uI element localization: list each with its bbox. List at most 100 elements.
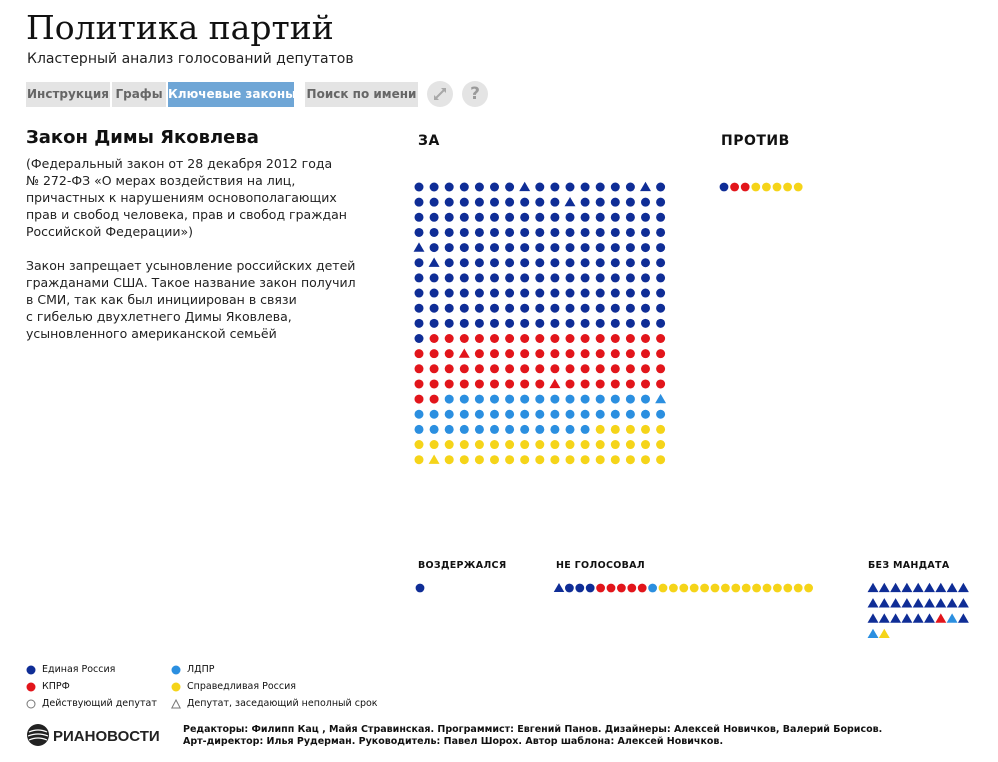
deputy-mark-ldpr[interactable]: [444, 409, 454, 419]
deputy-mark-kprf[interactable]: [656, 334, 666, 343]
deputy-mark-kprf[interactable]: [641, 334, 650, 343]
deputy-mark-kprf[interactable]: [505, 379, 515, 389]
deputy-mark-er[interactable]: [641, 318, 650, 328]
deputy-mark-kprf[interactable]: [637, 583, 647, 593]
deputy-mark-kprf[interactable]: [444, 334, 454, 343]
deputy-mark-er[interactable]: [610, 303, 620, 313]
deputy-mark-ldpr-partial[interactable]: [655, 393, 667, 404]
deputy-mark-er[interactable]: [535, 273, 545, 283]
deputy-mark-ldpr[interactable]: [580, 394, 590, 404]
deputy-mark-sr[interactable]: [595, 440, 605, 450]
deputy-mark-er-partial[interactable]: [890, 582, 902, 593]
deputy-mark-er[interactable]: [505, 303, 515, 313]
tab-instruction[interactable]: Инструкция: [26, 82, 110, 107]
deputy-mark-er[interactable]: [656, 243, 666, 253]
deputy-mark-sr[interactable]: [505, 440, 515, 450]
deputy-mark-sr[interactable]: [595, 424, 605, 434]
deputy-mark-sr[interactable]: [656, 455, 666, 465]
deputy-mark-er[interactable]: [414, 258, 424, 268]
deputy-mark-kprf[interactable]: [627, 583, 637, 593]
deputy-mark-er[interactable]: [610, 182, 620, 192]
deputy-mark-er[interactable]: [625, 197, 635, 207]
deputy-mark-sr[interactable]: [641, 455, 650, 465]
deputy-mark-ldpr[interactable]: [641, 394, 650, 404]
deputy-mark-ldpr[interactable]: [625, 394, 635, 404]
deputy-mark-sr[interactable]: [444, 455, 454, 465]
deputy-mark-kprf[interactable]: [565, 379, 575, 389]
deputy-mark-er[interactable]: [429, 227, 439, 237]
deputy-mark-er[interactable]: [625, 273, 635, 283]
deputy-mark-er[interactable]: [550, 318, 560, 328]
deputy-mark-er[interactable]: [656, 303, 666, 313]
deputy-mark-er-partial[interactable]: [935, 598, 947, 608]
deputy-mark-sr[interactable]: [610, 440, 620, 450]
deputy-mark-ldpr[interactable]: [648, 583, 657, 593]
deputy-mark-er[interactable]: [459, 212, 469, 222]
deputy-mark-ldpr[interactable]: [580, 424, 590, 434]
deputy-mark-er[interactable]: [414, 182, 424, 192]
deputy-mark-kprf[interactable]: [459, 379, 469, 389]
deputy-mark-er-partial[interactable]: [901, 598, 913, 608]
deputy-mark-er[interactable]: [565, 212, 575, 222]
deputy-mark-ldpr[interactable]: [474, 409, 484, 419]
deputy-mark-er[interactable]: [610, 197, 620, 207]
deputy-mark-er-partial[interactable]: [957, 598, 969, 608]
deputy-mark-kprf[interactable]: [641, 364, 650, 374]
deputy-mark-er[interactable]: [505, 227, 515, 237]
deputy-mark-er[interactable]: [656, 318, 666, 328]
deputy-mark-er[interactable]: [719, 182, 729, 192]
deputy-mark-sr[interactable]: [641, 440, 650, 450]
deputy-mark-ldpr[interactable]: [414, 409, 424, 419]
deputy-mark-kprf[interactable]: [444, 364, 454, 374]
deputy-mark-er[interactable]: [656, 288, 666, 298]
deputy-mark-er[interactable]: [610, 288, 620, 298]
deputy-mark-kprf[interactable]: [580, 349, 590, 359]
deputy-mark-er-partial[interactable]: [413, 242, 425, 252]
deputy-mark-ldpr[interactable]: [444, 394, 454, 404]
deputy-mark-sr[interactable]: [641, 424, 650, 434]
deputy-mark-ldpr[interactable]: [595, 394, 605, 404]
deputy-mark-er[interactable]: [595, 258, 605, 268]
deputy-mark-er-partial[interactable]: [867, 598, 879, 608]
deputy-mark-er[interactable]: [459, 227, 469, 237]
deputy-mark-er-partial[interactable]: [867, 582, 879, 593]
deputy-mark-kprf[interactable]: [580, 379, 590, 389]
deputy-mark-kprf[interactable]: [535, 364, 545, 374]
deputy-mark-sr[interactable]: [773, 583, 782, 593]
deputy-mark-ldpr[interactable]: [474, 394, 484, 404]
deputy-mark-kprf[interactable]: [505, 334, 515, 343]
deputy-mark-er[interactable]: [474, 227, 484, 237]
deputy-mark-er[interactable]: [520, 303, 530, 313]
deputy-mark-er[interactable]: [505, 258, 515, 268]
deputy-mark-er-partial[interactable]: [640, 181, 651, 192]
deputy-mark-er[interactable]: [625, 303, 635, 313]
deputy-mark-sr[interactable]: [580, 440, 590, 450]
deputy-mark-kprf[interactable]: [490, 349, 499, 359]
deputy-mark-er[interactable]: [565, 303, 575, 313]
deputy-mark-er[interactable]: [505, 318, 515, 328]
deputy-mark-er-partial[interactable]: [912, 613, 924, 623]
deputy-mark-kprf[interactable]: [610, 349, 620, 359]
deputy-mark-er[interactable]: [565, 182, 575, 192]
deputy-mark-er-partial[interactable]: [553, 583, 565, 592]
deputy-mark-ldpr[interactable]: [565, 409, 575, 419]
deputy-mark-sr[interactable]: [550, 455, 560, 465]
deputy-mark-er[interactable]: [459, 288, 469, 298]
deputy-mark-kprf[interactable]: [459, 334, 469, 343]
deputy-mark-er[interactable]: [429, 182, 439, 192]
deputy-mark-er[interactable]: [474, 182, 484, 192]
deputy-mark-er[interactable]: [656, 197, 666, 207]
deputy-mark-kprf[interactable]: [730, 182, 739, 192]
deputy-mark-kprf[interactable]: [656, 349, 666, 359]
deputy-mark-er[interactable]: [625, 182, 635, 192]
deputy-mark-er[interactable]: [550, 197, 560, 207]
deputy-mark-er[interactable]: [595, 182, 605, 192]
deputy-mark-sr[interactable]: [520, 455, 530, 465]
deputy-mark-ldpr-partial[interactable]: [867, 628, 879, 639]
deputy-mark-ldpr[interactable]: [429, 409, 439, 419]
deputy-mark-kprf[interactable]: [429, 364, 439, 374]
deputy-mark-kprf[interactable]: [550, 349, 560, 359]
deputy-mark-kprf[interactable]: [520, 364, 530, 374]
deputy-mark-er-partial[interactable]: [957, 582, 969, 593]
tab-key-laws[interactable]: Ключевые законы: [168, 82, 296, 107]
